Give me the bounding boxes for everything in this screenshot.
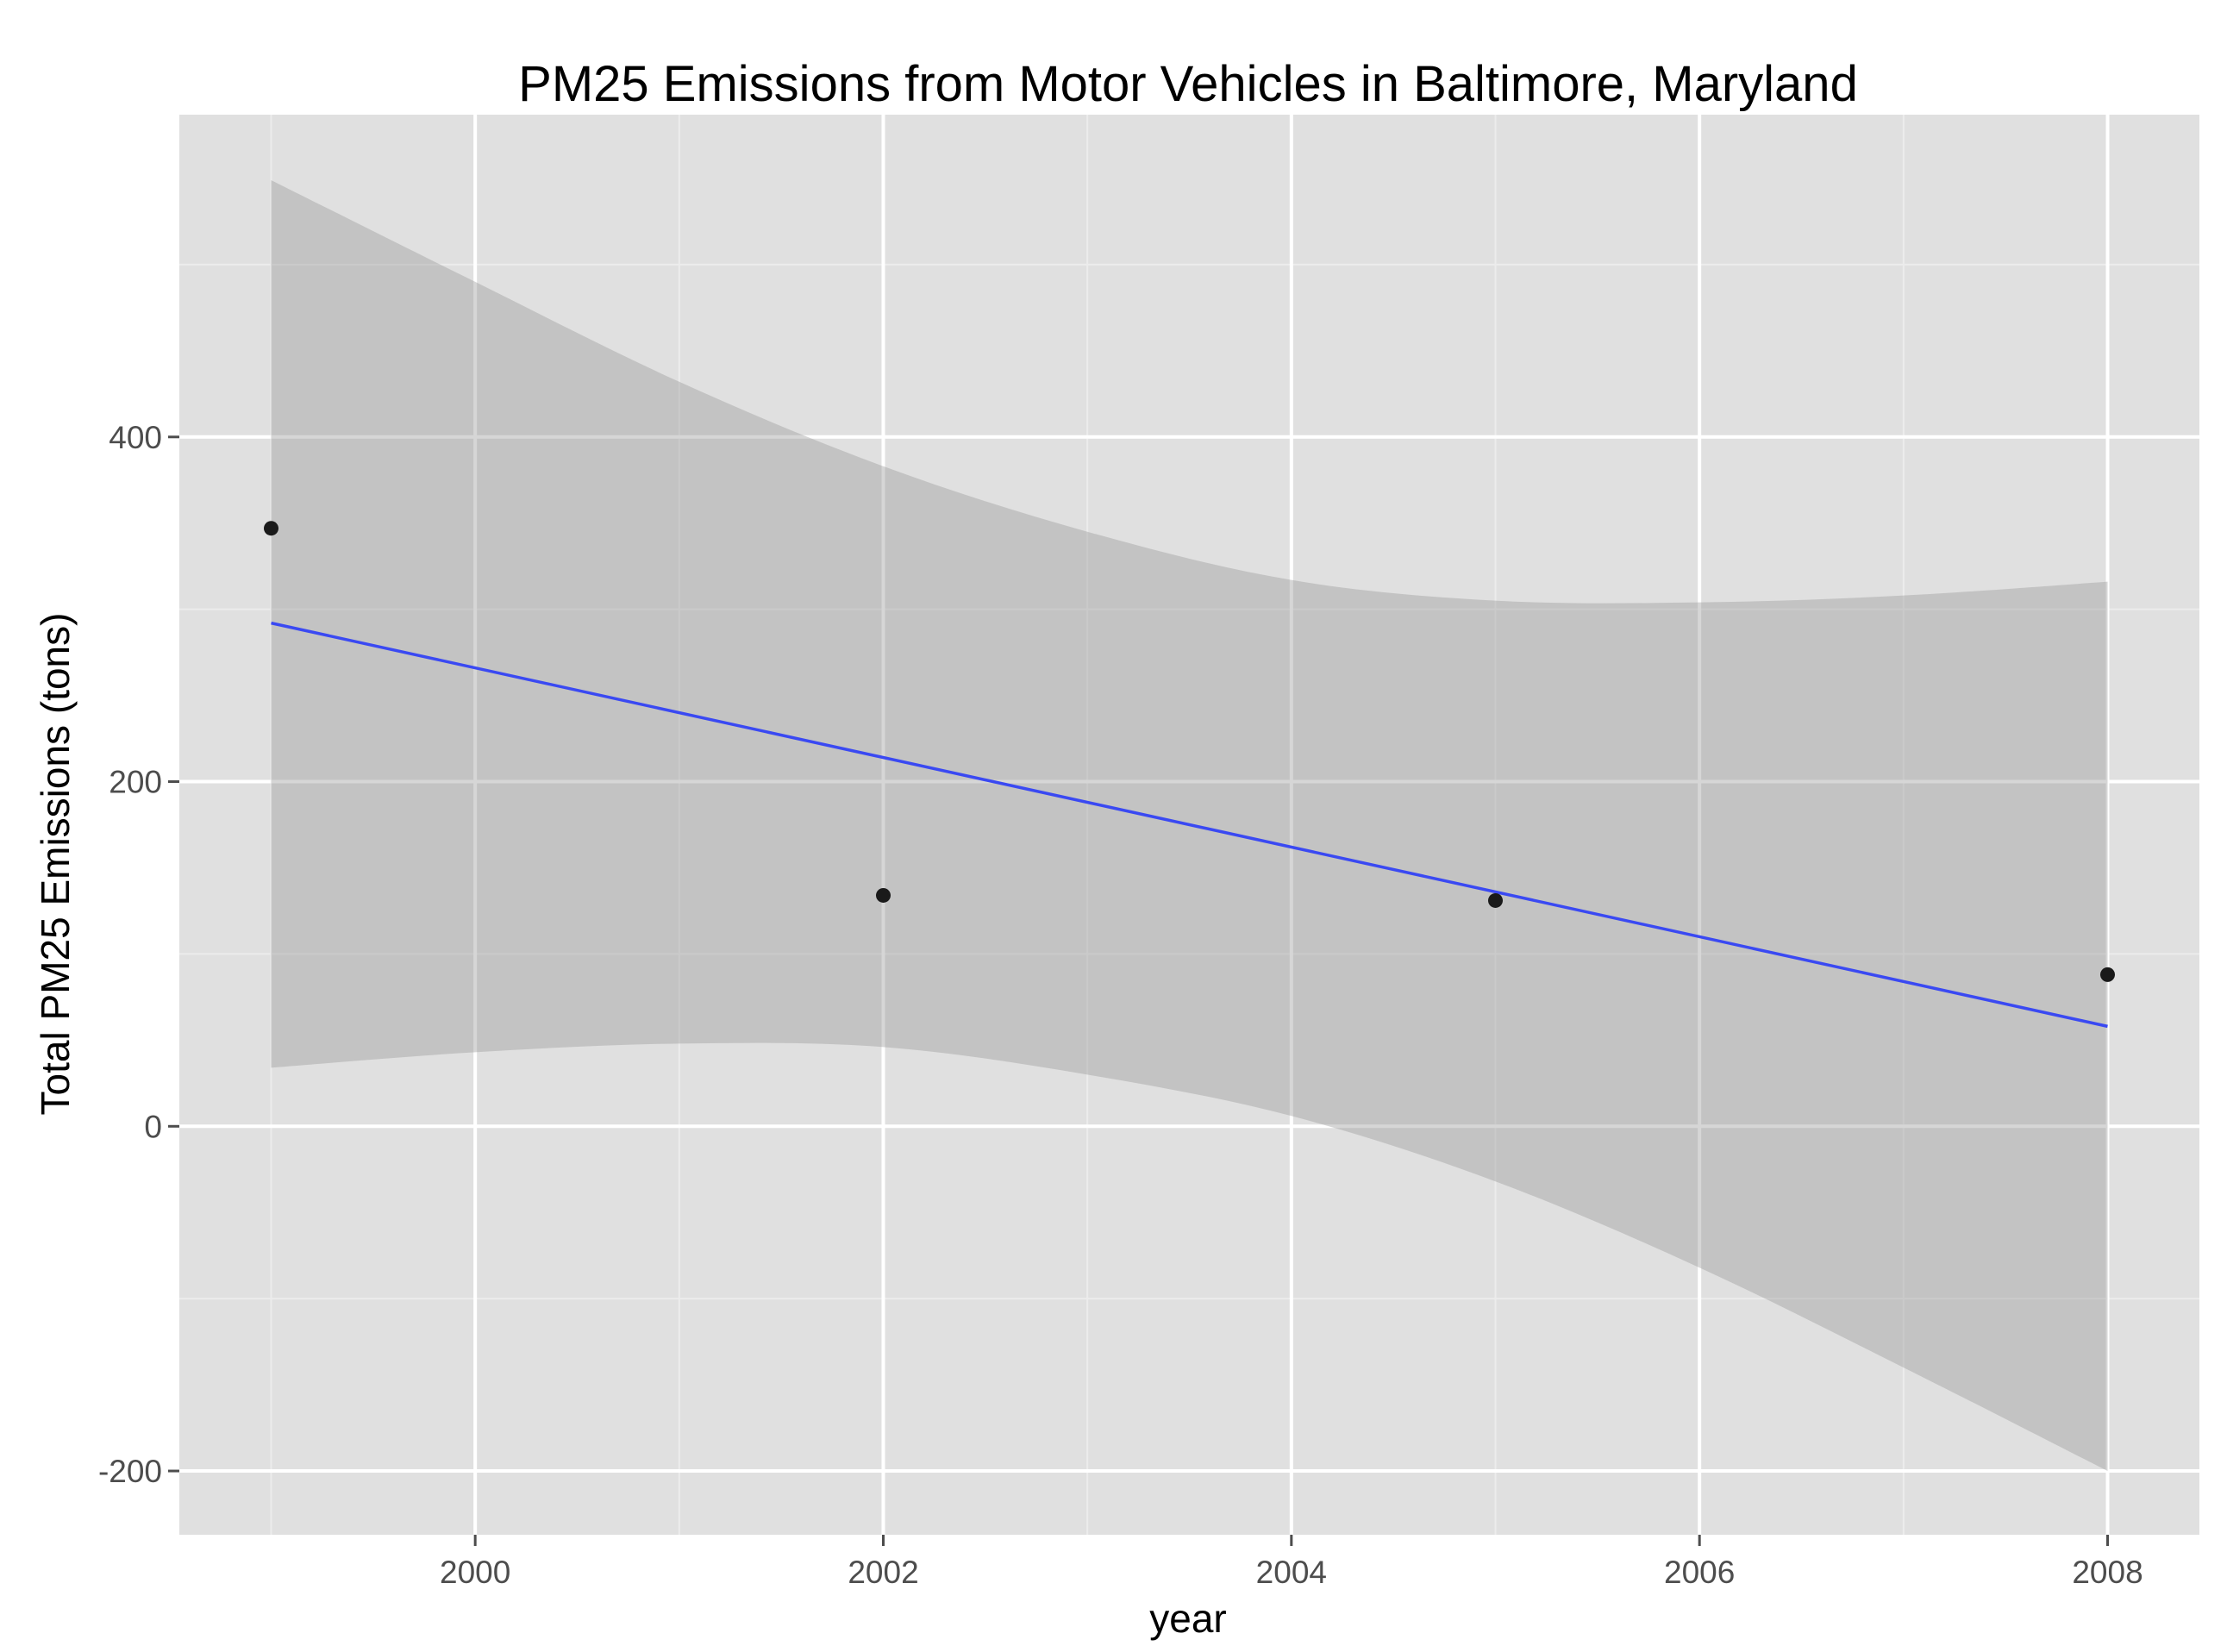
data-point [876,887,891,903]
y-axis-title: Total PM25 Emissions (tons) [33,613,78,1116]
x-axis: 2000 2002 2004 2006 2008 [440,1535,2143,1590]
x-tick-label: 2008 [2072,1555,2143,1590]
x-tick-label: 2000 [440,1555,510,1590]
y-tick-label: 200 [109,765,162,800]
plot-panel [179,115,2199,1535]
x-axis-title: year [1149,1596,1226,1641]
x-tick-label: 2002 [848,1555,918,1590]
y-axis: -200 0 200 400 [98,420,179,1489]
fit-line [271,621,2108,1029]
y-tick-label: 0 [144,1109,162,1144]
data-point [2100,967,2115,982]
x-tick-label: 2006 [1664,1555,1735,1590]
data-point [1488,892,1503,908]
y-tick-label: -200 [98,1454,162,1489]
x-tick-label: 2004 [1256,1555,1327,1590]
chart-title: PM25 Emissions from Motor Vehicles in Ba… [518,56,1858,112]
y-tick-label: 400 [109,420,162,455]
data-point [264,521,278,536]
